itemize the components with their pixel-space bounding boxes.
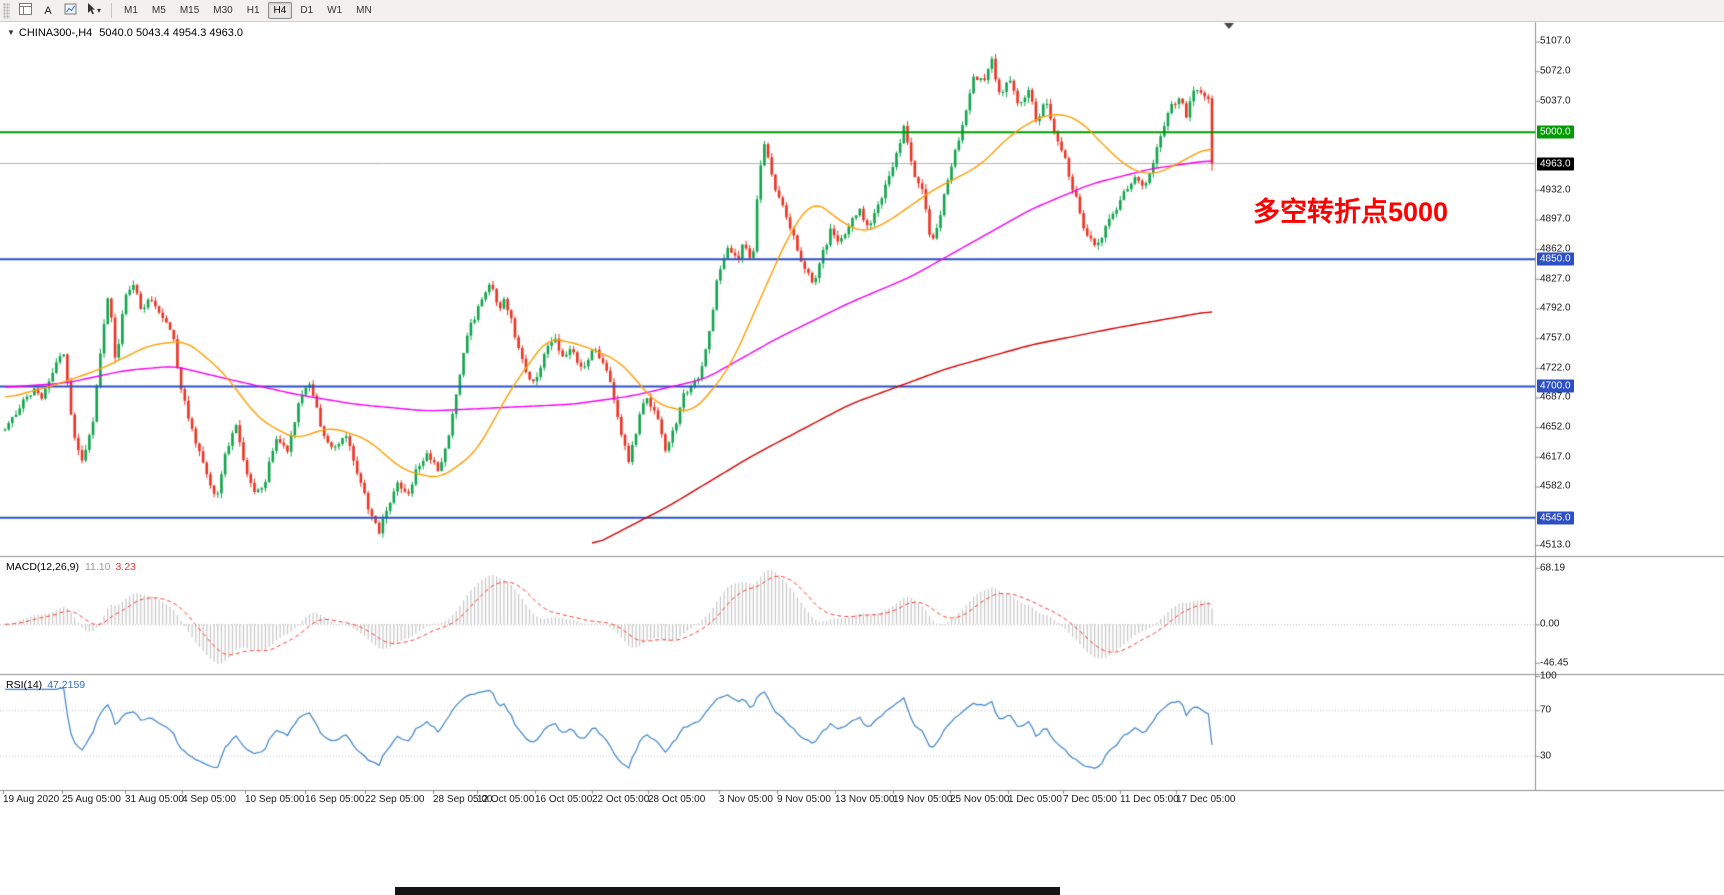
rsi-axis-label: 100 — [1540, 670, 1557, 682]
time-axis-label: 25 Nov 05:00 — [950, 794, 1010, 805]
rsi-value: 47.2159 — [47, 679, 86, 691]
rsi-axis-label: 30 — [1540, 750, 1552, 762]
time-axis-label: 1 Dec 05:00 — [1008, 794, 1062, 805]
time-axis-label: 10 Sep 05:00 — [245, 794, 305, 805]
chart-dropdown-icon[interactable]: ▼ — [7, 28, 15, 37]
time-axis-label: 25 Aug 05:00 — [62, 794, 121, 805]
time-axis-label: 19 Nov 05:00 — [893, 794, 953, 805]
price-axis-label: 4897.0 — [1540, 213, 1571, 225]
macd-indicator-label: MACD(12,26,9) 11.10 3.23 — [6, 561, 136, 573]
timeframe-button-w1[interactable]: W1 — [321, 2, 348, 19]
symbol-period-label: CHINA300-,H4 — [18, 27, 93, 39]
timeframe-button-h4[interactable]: H4 — [267, 2, 293, 19]
price-axis-label: 5072.0 — [1540, 65, 1571, 77]
timeframe-button-m15[interactable]: M15 — [174, 2, 205, 19]
time-axis-label: 7 Dec 05:00 — [1063, 794, 1117, 805]
toolbar-separator — [111, 3, 113, 18]
price-axis-label: 5037.0 — [1540, 95, 1571, 107]
price-axis-label: 4827.0 — [1540, 273, 1571, 285]
price-axis-label: 4932.0 — [1540, 184, 1571, 196]
price-axis-label: 4862.0 — [1540, 243, 1571, 255]
time-axis-label: 28 Oct 05:00 — [648, 794, 706, 805]
price-axis-label: 5107.0 — [1540, 35, 1571, 47]
rsi-name: RSI(14) — [6, 679, 43, 691]
price-axis-label: 4513.0 — [1540, 539, 1571, 551]
macd-axis-label: -46.45 — [1540, 657, 1569, 669]
current-price-badge: 4963.0 — [1537, 157, 1574, 171]
price-axis-label: 4792.0 — [1540, 302, 1571, 314]
time-axis-label: 13 Nov 05:00 — [835, 794, 895, 805]
rsi-axis-label: 70 — [1540, 704, 1552, 716]
macd-signal-value: 3.23 — [115, 561, 136, 573]
time-axis-label: 22 Oct 05:00 — [592, 794, 650, 805]
timeframe-button-d1[interactable]: D1 — [294, 2, 319, 19]
hline-price-badge: 4700.0 — [1537, 379, 1574, 393]
time-axis-label: 22 Sep 05:00 — [365, 794, 425, 805]
hline-price-badge: 5000.0 — [1537, 125, 1574, 139]
time-axis-label: 16 Sep 05:00 — [305, 794, 365, 805]
timeframe-button-m1[interactable]: M1 — [118, 2, 144, 19]
taskbar-fragment — [395, 887, 1060, 895]
timeframe-toolbar: M1 M5 M15 M30 H1 H4 D1 W1 MN — [118, 2, 378, 19]
ohlc-values: 5040.0 5043.4 4954.3 4963.0 — [99, 27, 244, 39]
price-annotation-text[interactable]: 多空转折点5000 — [1253, 197, 1449, 227]
charts-list-icon — [19, 3, 32, 18]
dropdown-caret-icon: ▾ — [97, 6, 102, 15]
time-axis-label: 17 Dec 05:00 — [1176, 794, 1236, 805]
macd-name: MACD(12,26,9) — [6, 561, 79, 573]
objects-icon — [64, 3, 77, 18]
time-axis-label: 31 Aug 05:00 — [125, 794, 184, 805]
timeframe-button-m5[interactable]: M5 — [146, 2, 172, 19]
time-axis-label: 3 Nov 05:00 — [719, 794, 773, 805]
chart-title: ▼ CHINA300-,H4 5040.0 5043.4 4954.3 4963.0 — [7, 27, 243, 39]
time-axis-label: 9 Nov 05:00 — [777, 794, 831, 805]
hline-price-badge: 4545.0 — [1537, 511, 1574, 525]
price-axis-label: 4617.0 — [1540, 451, 1571, 463]
price-axis-label: 4652.0 — [1540, 421, 1571, 433]
macd-axis-label: 0.00 — [1540, 618, 1560, 630]
text-annotation-button[interactable]: A — [38, 2, 58, 20]
price-axis-label: 4687.0 — [1540, 391, 1571, 403]
price-axis-label: 4722.0 — [1540, 362, 1571, 374]
time-axis-label: 19 Aug 2020 — [3, 794, 60, 805]
cursor-tool-button[interactable]: ▾ — [83, 2, 105, 20]
time-axis-label: 28 Sep 05:00 — [433, 794, 493, 805]
draw-object-button[interactable] — [60, 2, 81, 20]
time-axis-label: 4 Sep 05:00 — [182, 794, 236, 805]
charts-list-button[interactable] — [15, 2, 36, 20]
timeframe-button-m30[interactable]: M30 — [207, 2, 238, 19]
rsi-indicator-label: RSI(14) 47.2159 — [6, 679, 85, 691]
macd-main-value: 11.10 — [84, 561, 111, 573]
price-axis-label: 4757.0 — [1540, 332, 1571, 344]
macd-axis-label: 68.19 — [1540, 562, 1566, 574]
toolbar-grip[interactable] — [3, 2, 10, 19]
hline-price-badge: 4850.0 — [1537, 252, 1574, 266]
toolbar: A ▾ M1 M5 M15 M30 H1 H4 D1 W1 MN — [0, 0, 1724, 22]
timeframe-button-mn[interactable]: MN — [350, 2, 378, 19]
price-axis-label: 4582.0 — [1540, 480, 1571, 492]
timeframe-button-h1[interactable]: H1 — [241, 2, 266, 19]
time-axis-label: 12 Oct 05:00 — [477, 794, 535, 805]
cursor-icon — [87, 3, 96, 18]
time-axis-label: 16 Oct 05:00 — [535, 794, 593, 805]
time-axis-label: 11 Dec 05:00 — [1120, 794, 1179, 805]
